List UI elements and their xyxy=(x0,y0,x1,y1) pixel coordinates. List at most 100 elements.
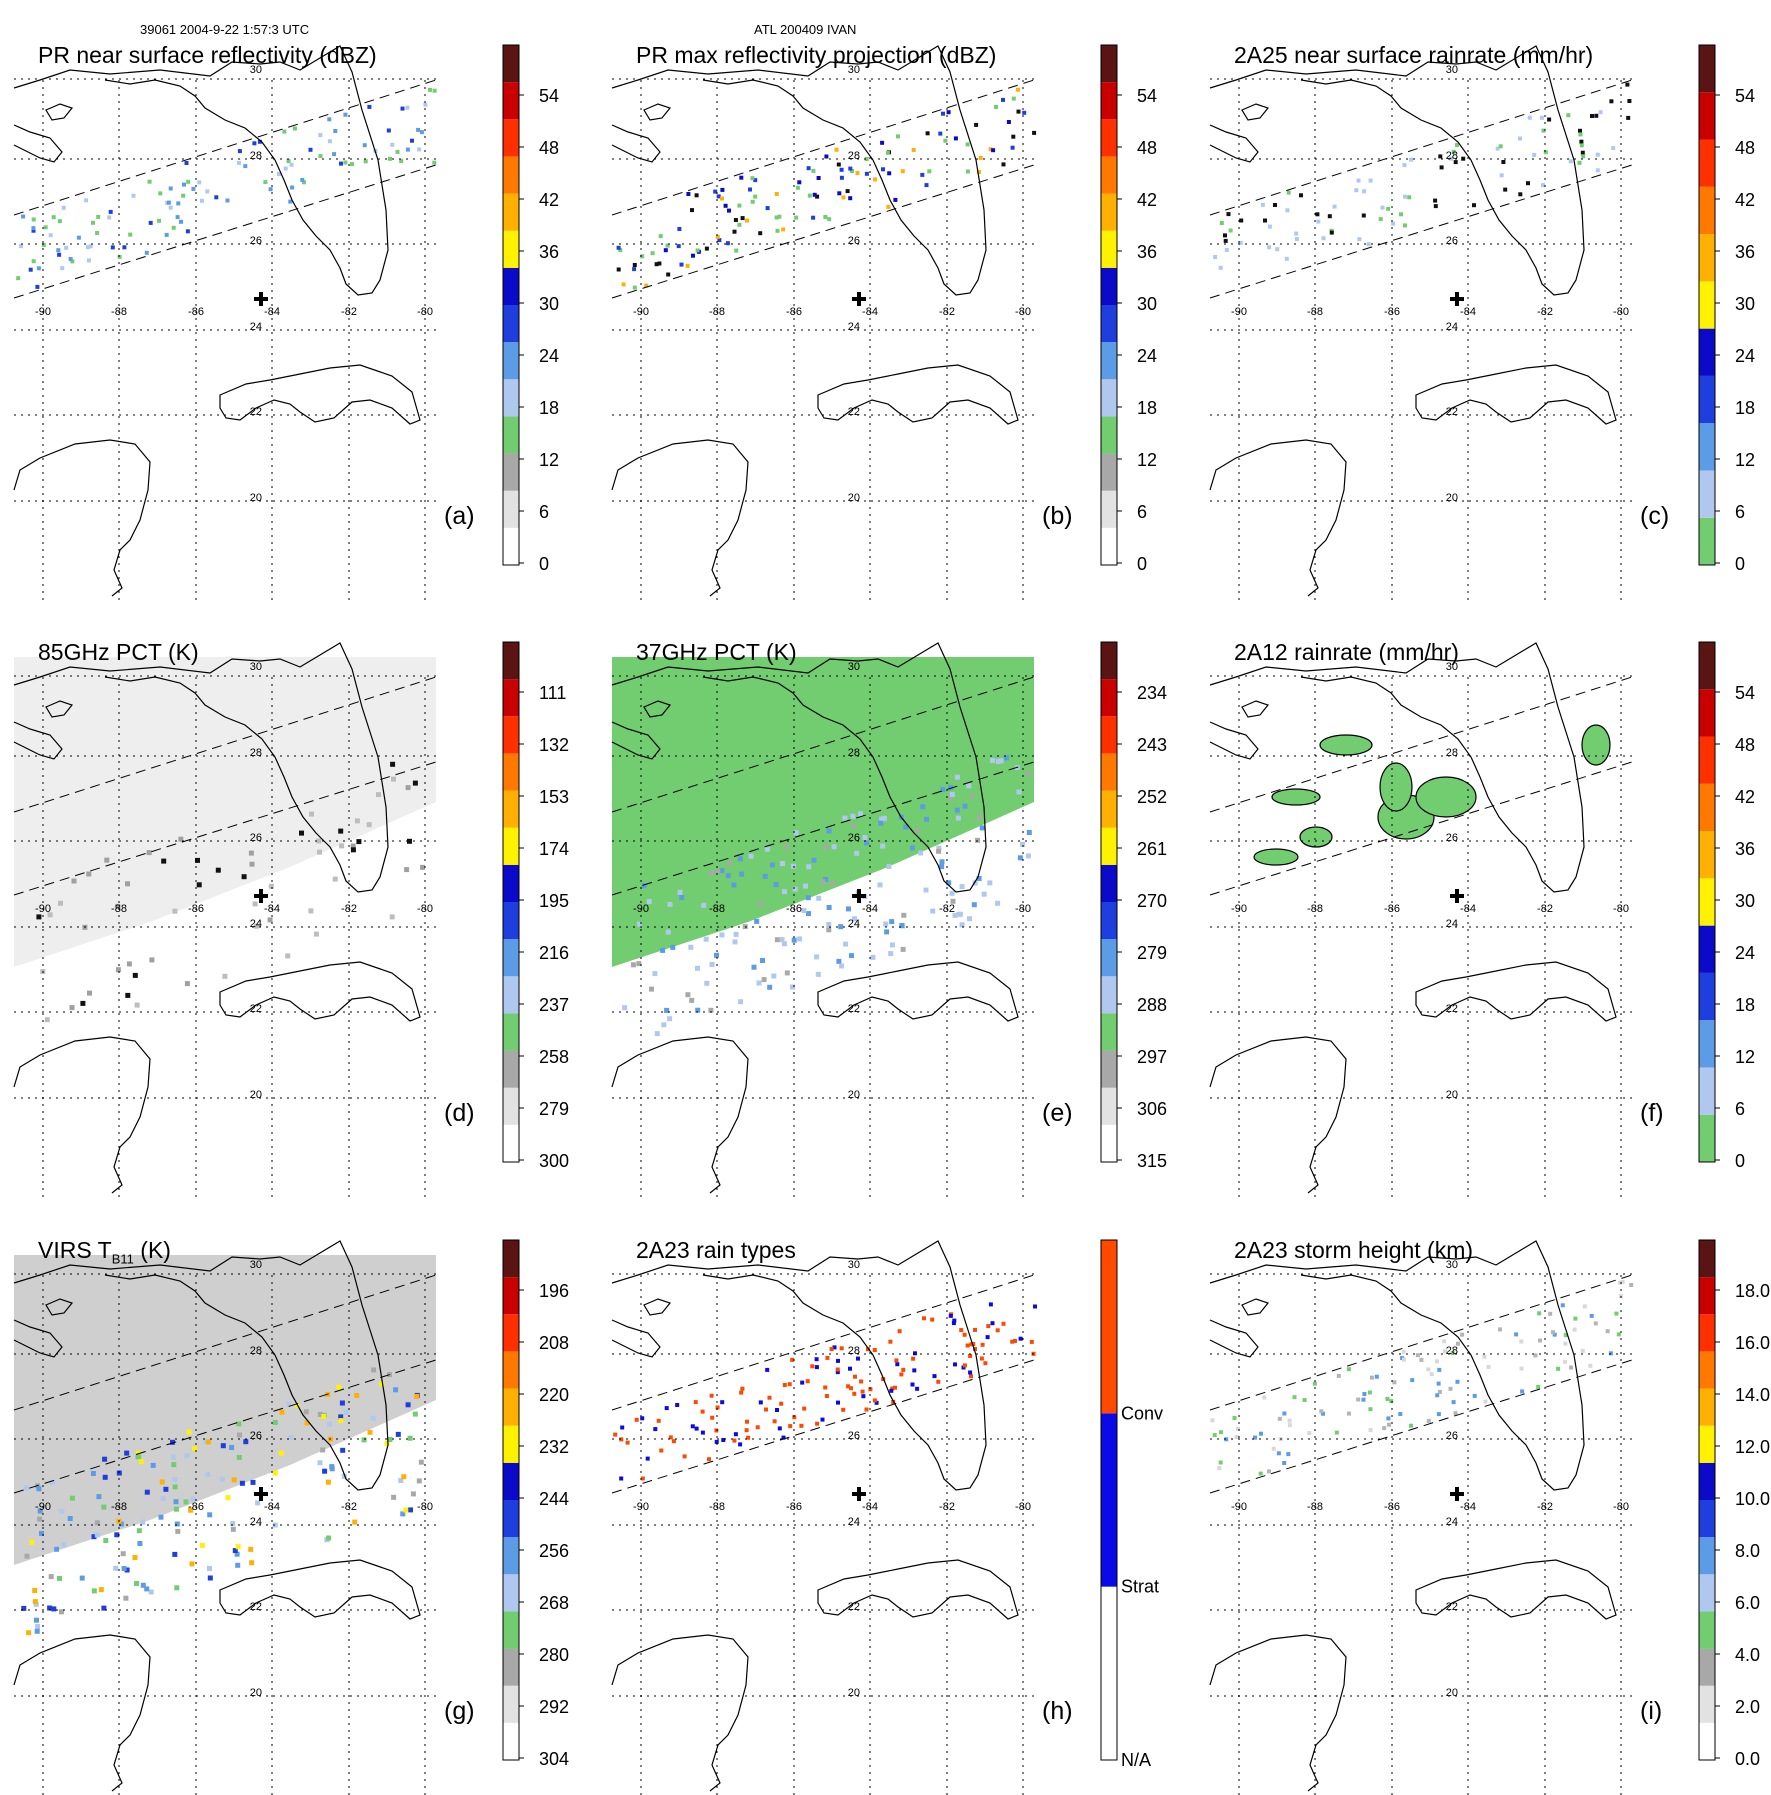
cuba-coastline xyxy=(817,1559,1019,1620)
lon-label: -90 xyxy=(633,903,649,915)
coastline xyxy=(13,45,421,597)
colorbar-segment xyxy=(503,230,519,268)
swath-edge-south xyxy=(611,164,1035,299)
panel-title: 2A12 rainrate (mm/hr) xyxy=(1234,639,1459,666)
storm-center-marker xyxy=(254,292,268,306)
lon-label: -80 xyxy=(1613,306,1629,318)
colorbar-segment xyxy=(1699,642,1715,690)
colorbar-tick-label: 18 xyxy=(1735,995,1755,1015)
lat-label: 22 xyxy=(250,1601,262,1613)
colorbar-segment xyxy=(503,193,519,231)
colorbar-segment xyxy=(1101,976,1117,1014)
colorbar-segment xyxy=(503,156,519,194)
colorbar-segment xyxy=(1101,716,1117,754)
colorbar-segment xyxy=(503,1722,519,1760)
yucatan-coastline xyxy=(1209,1036,1347,1194)
colorbar-segment xyxy=(503,1013,519,1051)
colorbar-segment xyxy=(1699,1067,1715,1115)
colorbar-tick-label: 270 xyxy=(1137,891,1167,911)
colorbar: 111 132 153 174 195 216 237 258 279 300 xyxy=(502,641,569,1171)
yucatan-coastline xyxy=(13,1036,151,1194)
colorbar-segment xyxy=(503,490,519,528)
colorbar-segment xyxy=(1101,1087,1117,1125)
lat-lon-grid xyxy=(14,1273,436,1795)
panel-title: PR near surface reflectivity (dBZ) xyxy=(38,42,377,69)
pr-swath-edges xyxy=(611,1274,1035,1494)
lat-label: 24 xyxy=(250,1516,262,1528)
colorbar-segment xyxy=(503,267,519,305)
colorbar-tick-label: 6 xyxy=(539,502,549,522)
colorbar-segment xyxy=(503,827,519,865)
colorbar-frame xyxy=(1698,44,1716,566)
lat-label: 28 xyxy=(250,747,262,759)
coastline xyxy=(1209,1240,1617,1792)
swath-edge-north xyxy=(611,676,1035,813)
cuba-coastline xyxy=(817,961,1019,1022)
colorbar-segment xyxy=(1101,156,1117,194)
colorbar-segment xyxy=(1101,864,1117,902)
panel-letter-label: (h) xyxy=(1042,1697,1073,1725)
storm-center-marker xyxy=(1450,1487,1464,1501)
lon-label: -82 xyxy=(341,1501,357,1513)
colorbar-tick-label: 208 xyxy=(539,1333,569,1353)
swath-edge-south xyxy=(1209,761,1633,896)
colorbar-segment xyxy=(1699,689,1715,737)
category-label: N/A xyxy=(1121,1750,1151,1770)
colorbar-tick-label: 16.0 xyxy=(1735,1333,1770,1353)
cuba-coastline xyxy=(1415,961,1617,1022)
colorbar-segment xyxy=(1699,831,1715,879)
colorbar-tick-label: 54 xyxy=(539,86,559,106)
lat-label: 28 xyxy=(1446,747,1458,759)
colorbar-segment xyxy=(503,1462,519,1500)
lat-label: 26 xyxy=(1446,235,1458,247)
panel-title-suffix: (K) xyxy=(133,1237,171,1263)
rain-cells xyxy=(1253,724,1611,866)
panel-title: 2A23 storm height (km) xyxy=(1234,1237,1473,1264)
pr-swath-edges xyxy=(1209,676,1633,896)
colorbar-segment xyxy=(503,1500,519,1538)
lat-lon-grid xyxy=(1210,78,1632,600)
lat-label: 26 xyxy=(250,832,262,844)
colorbar-segment xyxy=(1101,82,1117,120)
storm-center-marker xyxy=(1450,292,1464,306)
storm-height-cells xyxy=(1210,1279,1634,1476)
colorbar-segment xyxy=(1699,1388,1715,1426)
colorbar-tick-label: 12.0 xyxy=(1735,1437,1770,1457)
colorbar-tick-label: 36 xyxy=(539,242,559,262)
lat-label: 30 xyxy=(1446,661,1458,673)
pr-swath-edges xyxy=(1209,79,1633,299)
panel-d: -90 -88 -86 -84 -82 -80 30 28 26 24 22 20 111 132 153 1… xyxy=(0,637,569,1197)
lon-label: -88 xyxy=(111,1501,127,1513)
orbit-time-header: 39061 2004-9-22 1:57:3 UTC xyxy=(140,22,310,37)
cuba-coastline xyxy=(219,364,421,425)
rain-type-cells xyxy=(613,1302,1037,1481)
colorbar-segment xyxy=(503,1124,519,1162)
colorbar-tick-label: 42 xyxy=(1735,190,1755,210)
lat-label: 24 xyxy=(848,321,860,333)
colorbar-tick-label: 12 xyxy=(539,450,559,470)
colorbar-tick-label: 30 xyxy=(1137,294,1157,314)
lon-label: -86 xyxy=(786,903,802,915)
delta-coastline xyxy=(1209,1298,1270,1358)
panel-letter-label: (c) xyxy=(1640,502,1670,530)
colorbar-segment xyxy=(1699,45,1715,93)
colorbar: N/A Strat Conv xyxy=(1100,1239,1163,1770)
colorbar-frame xyxy=(1698,641,1716,1163)
lon-label: -84 xyxy=(264,1501,280,1513)
colorbar-segment xyxy=(503,1425,519,1463)
lat-lon-grid xyxy=(1210,675,1632,1197)
colorbar-segment xyxy=(1699,1277,1715,1315)
lat-label: 26 xyxy=(848,1430,860,1442)
panel-a: -90 -88 -86 -84 -82 -80 30 28 26 24 22 20 54 48 42 36 30… xyxy=(0,40,559,600)
colorbar: 18.0 16.0 14.0 12.0 10.0 8.0 6.0 4.0 2.0 0.0 xyxy=(1698,1239,1770,1769)
colorbar-segment xyxy=(1101,939,1117,977)
lon-label: -88 xyxy=(709,1501,725,1513)
colorbar-tick-label: 216 xyxy=(539,943,569,963)
lat-label: 26 xyxy=(250,235,262,247)
lon-label: -80 xyxy=(417,1501,433,1513)
panel-i: -90 -88 -86 -84 -82 -80 30 28 26 24 22 20 18.0 16.0 14… xyxy=(1196,1235,1770,1795)
delta-coastline xyxy=(611,1298,672,1358)
colorbar-segment xyxy=(1101,193,1117,231)
panel-title: 2A23 rain types xyxy=(636,1237,796,1264)
coastline xyxy=(611,642,1019,1194)
